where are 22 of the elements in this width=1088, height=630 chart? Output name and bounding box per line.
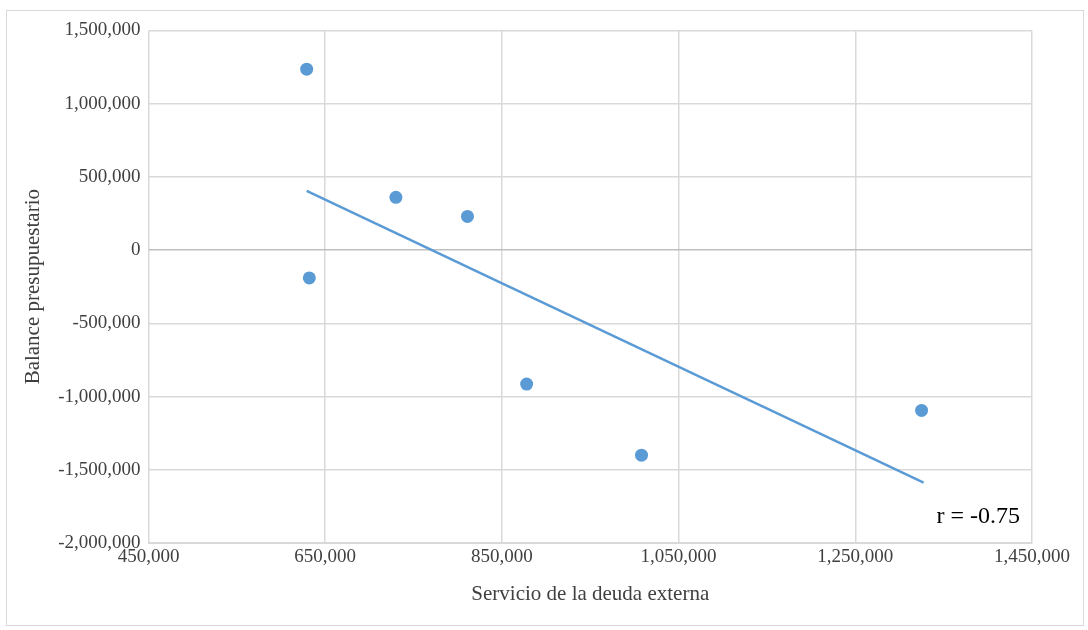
point [389, 190, 403, 204]
x-tick-label: 650,000 [294, 545, 357, 567]
point [302, 271, 316, 285]
y-tick-label: 1,000,000 [64, 91, 141, 113]
x-axis-title: Servicio de la deuda externa [471, 580, 710, 605]
x-tick-label: 850,000 [471, 545, 533, 567]
y-tick-label: -1,000,000 [58, 384, 141, 406]
annotation: r = -0.75 [936, 502, 1020, 529]
x-tick-label: 1,250,000 [817, 545, 894, 567]
point [915, 403, 929, 417]
y-tick-label: 0 [131, 238, 141, 260]
point [635, 448, 649, 462]
y-tick-label: -500,000 [72, 311, 141, 333]
point [300, 62, 314, 76]
point [460, 209, 474, 223]
x-tick-label: 1,050,000 [640, 545, 717, 567]
y-tick-label: 500,000 [78, 164, 141, 186]
point [520, 377, 534, 391]
x-tick-label: 1,450,000 [994, 545, 1070, 567]
y-axis-title: Balance presupuestario [20, 189, 45, 385]
y-tick-label: 1,500,000 [64, 18, 141, 40]
y-tick-label: -1,500,000 [58, 457, 141, 479]
